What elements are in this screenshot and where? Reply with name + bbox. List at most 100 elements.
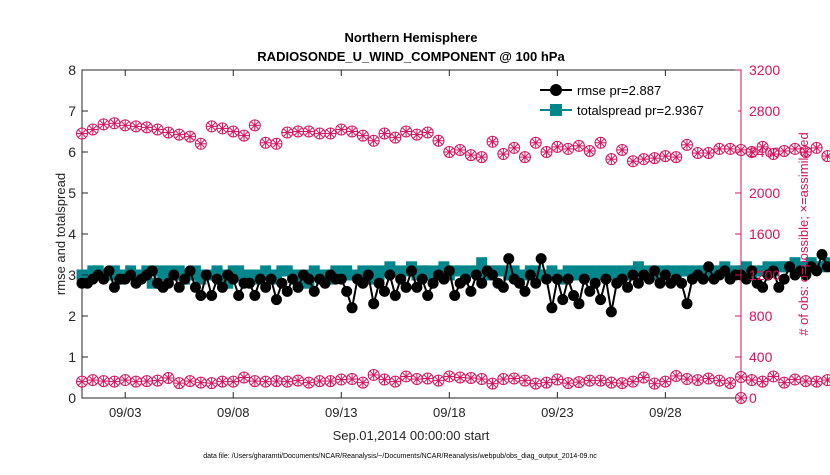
rmse-point xyxy=(185,265,196,276)
obs-point xyxy=(606,154,617,165)
obs-point xyxy=(185,131,196,142)
obs-point xyxy=(811,142,822,153)
obs-point xyxy=(131,121,142,132)
obs-point xyxy=(768,371,779,382)
y-right-tick-label: 2800 xyxy=(749,103,780,119)
rmse-point xyxy=(779,274,790,285)
y-right-tick-label: 2400 xyxy=(749,144,780,160)
obs-point xyxy=(206,378,217,389)
obs-point xyxy=(293,126,304,137)
obs-point xyxy=(498,374,509,385)
obs-point xyxy=(260,376,271,387)
y-left-tick-label: 3 xyxy=(68,267,76,283)
obs-point xyxy=(660,151,671,162)
obs-point xyxy=(347,374,358,385)
y-left-tick-label: 4 xyxy=(68,226,76,242)
obs-point xyxy=(487,378,498,389)
obs-point xyxy=(779,145,790,156)
obs-point xyxy=(790,374,801,385)
obs-point xyxy=(379,128,390,139)
rmse-point xyxy=(703,261,714,272)
obs-point xyxy=(163,127,174,138)
obs-point xyxy=(552,374,563,385)
obs-point xyxy=(368,135,379,146)
obs-point xyxy=(120,120,131,131)
obs-point xyxy=(530,378,541,389)
obs-point xyxy=(77,128,88,139)
rmse-point xyxy=(698,274,709,285)
rmse-point xyxy=(622,282,633,293)
obs-point xyxy=(465,150,476,161)
obs-point xyxy=(260,137,271,148)
obs-point xyxy=(87,124,98,135)
obs-point xyxy=(109,118,120,129)
x-tick-label: 09/08 xyxy=(217,405,250,420)
x-tick-label: 09/28 xyxy=(649,405,682,420)
obs-point xyxy=(498,149,509,160)
x-axis-label: Sep.01,2014 00:00:00 start xyxy=(333,428,490,443)
rmse-point xyxy=(519,286,530,297)
rmse-point xyxy=(465,286,476,297)
obs-point xyxy=(552,141,563,152)
rmse-point xyxy=(282,286,293,297)
obs-point xyxy=(390,132,401,143)
obs-point xyxy=(217,123,228,134)
obs-point xyxy=(746,375,757,386)
obs-point xyxy=(217,376,228,387)
rmse-point xyxy=(244,278,255,289)
rmse-point xyxy=(546,302,557,313)
obs-point xyxy=(692,148,703,159)
y-right-tick-label: 1600 xyxy=(749,226,780,242)
obs-point xyxy=(617,144,628,155)
obs-point xyxy=(390,376,401,387)
obs-point xyxy=(811,376,822,387)
y-left-tick-label: 6 xyxy=(68,144,76,160)
obs-point xyxy=(476,374,487,385)
rmse-point xyxy=(649,265,660,276)
obs-point xyxy=(444,371,455,382)
obs-point xyxy=(584,145,595,156)
obs-point xyxy=(152,375,163,386)
rmse-point xyxy=(271,294,282,305)
rmse-point xyxy=(201,270,212,281)
obs-point xyxy=(77,376,88,387)
obs-point xyxy=(120,375,131,386)
rmse-point xyxy=(368,298,379,309)
rmse-point xyxy=(341,286,352,297)
obs-point xyxy=(325,376,336,387)
rmse-point xyxy=(266,274,277,285)
rmse-point xyxy=(460,274,471,285)
y-right-tick-label: 800 xyxy=(749,308,773,324)
rmse-point xyxy=(390,290,401,301)
obs-point xyxy=(303,377,314,388)
rmse-point xyxy=(552,274,563,285)
rmse-point xyxy=(681,298,692,309)
obs-point xyxy=(822,151,830,162)
obs-point xyxy=(595,375,606,386)
y-left-tick-label: 8 xyxy=(68,62,76,78)
obs-point xyxy=(314,376,325,387)
obs-point xyxy=(357,377,368,388)
obs-point xyxy=(422,127,433,138)
rmse-point xyxy=(563,274,574,285)
obs-point xyxy=(573,140,584,151)
rmse-point xyxy=(401,282,412,293)
rmse-point xyxy=(422,290,433,301)
obs-point xyxy=(541,147,552,158)
rmse-point xyxy=(600,274,611,285)
obs-point xyxy=(249,376,260,387)
y-left-tick-label: 1 xyxy=(68,349,76,365)
obs-point xyxy=(228,126,239,137)
obs-point xyxy=(563,143,574,154)
rmse-point xyxy=(676,278,687,289)
obs-point xyxy=(347,126,358,137)
rmse-point xyxy=(536,253,547,264)
obs-point xyxy=(163,373,174,384)
rmse-point xyxy=(336,274,347,285)
obs-point xyxy=(239,372,250,383)
rmse-point xyxy=(595,294,606,305)
obs-point xyxy=(714,143,725,154)
obs-point xyxy=(109,376,120,387)
rmse-point xyxy=(573,298,584,309)
rmse-point xyxy=(347,302,358,313)
